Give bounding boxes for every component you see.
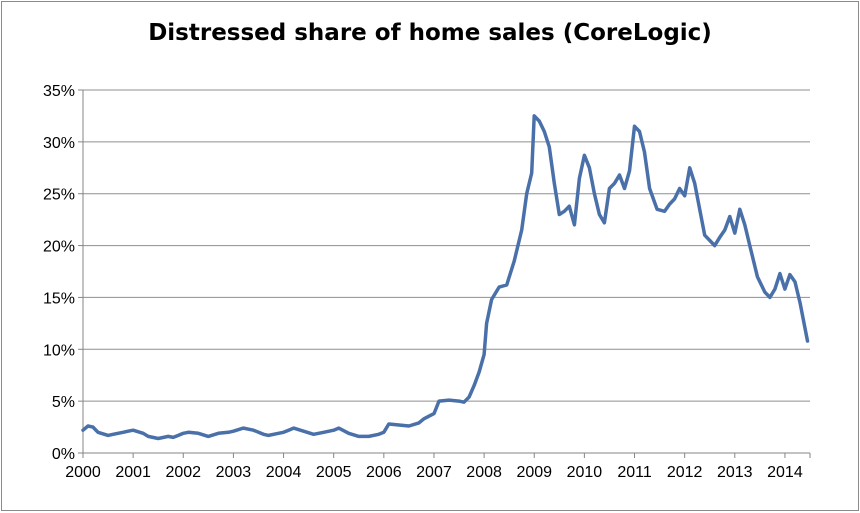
x-tick-label: 2010: [567, 464, 603, 481]
axis-layer: [78, 89, 811, 458]
chart-title: Distressed share of home sales (CoreLogi…: [148, 20, 712, 46]
x-tick-label: 2006: [366, 464, 402, 481]
y-tick-label: 30%: [43, 135, 75, 152]
x-tick-label: 2007: [416, 464, 452, 481]
y-tick-label: 10%: [43, 342, 75, 359]
x-tick-label: 2002: [165, 464, 201, 481]
x-tick-label: 2003: [216, 464, 252, 481]
x-tick-label: 2004: [266, 464, 302, 481]
x-tick-label: 2013: [717, 464, 753, 481]
series-line: [81, 114, 810, 441]
y-tick-label: 20%: [43, 239, 75, 256]
series-layer: [81, 114, 810, 441]
x-tick-label: 2011: [617, 464, 652, 481]
x-tick-label: 2001: [115, 464, 151, 481]
x-tick-label: 2005: [316, 464, 352, 481]
y-tick-label: 15%: [43, 290, 75, 307]
y-tick-label: 35%: [43, 83, 75, 100]
x-tick-label: 2008: [466, 464, 502, 481]
x-tick-label: 2000: [65, 464, 101, 481]
y-tick-label: 25%: [43, 187, 75, 204]
x-tick-label: 2014: [767, 464, 803, 481]
label-layer: 0% 5% 10% 15% 20% 25% 30% 35% 2000 2001 2002 2003 20…: [43, 83, 803, 481]
grid-layer: [83, 89, 810, 402]
y-tick-label: 5%: [52, 394, 75, 411]
x-tick-label: 2009: [516, 464, 552, 481]
x-tick-label: 2012: [667, 464, 703, 481]
y-tick-label: 0%: [52, 446, 75, 463]
